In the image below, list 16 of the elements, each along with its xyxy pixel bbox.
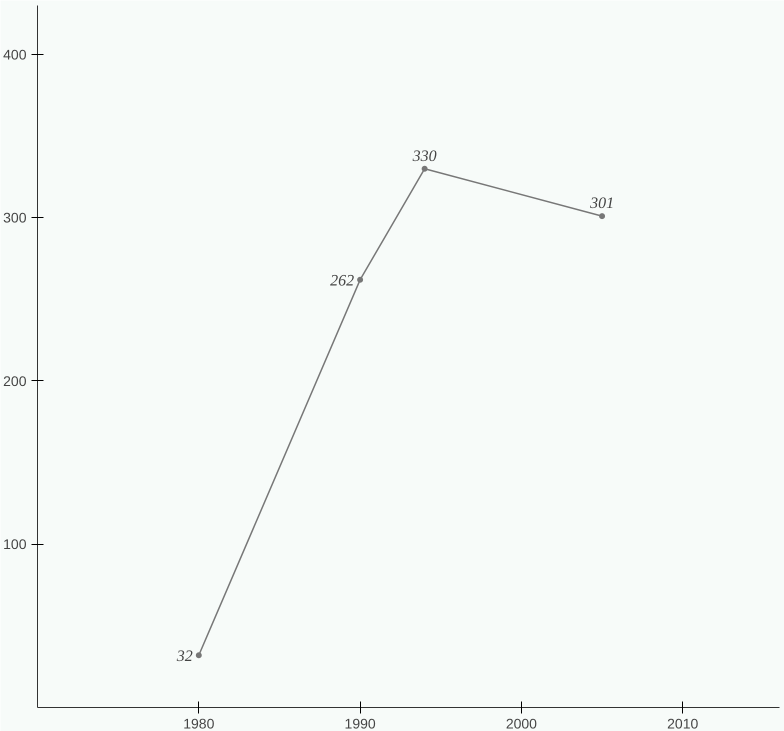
y-tick-label: 200 — [3, 372, 27, 389]
point — [599, 213, 606, 220]
point — [422, 166, 428, 172]
x-tick-label: 1990 — [344, 716, 376, 731]
x-tick-label: 1980 — [183, 716, 215, 731]
data-label: 330 — [412, 148, 437, 165]
y-tick-label: 100 — [3, 536, 27, 552]
y-tick-label: 400 — [3, 46, 27, 62]
y-tick-label: 300 — [3, 210, 27, 226]
point — [196, 652, 202, 658]
x-tick-label: 2010 — [667, 716, 699, 731]
data-label: 32 — [176, 648, 193, 665]
data-label: 262 — [330, 272, 354, 290]
x-tick-label: 2000 — [506, 716, 538, 731]
data-label: 301 — [589, 195, 614, 212]
point — [357, 276, 364, 283]
